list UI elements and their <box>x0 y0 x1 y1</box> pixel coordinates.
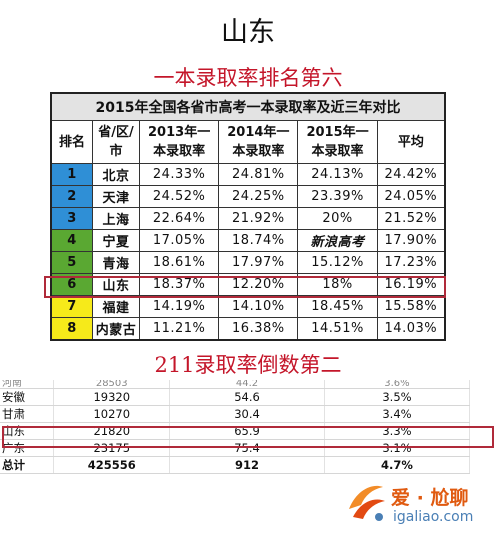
sheet-province-cell: 安徽 <box>0 388 55 406</box>
province-cell: 北京 <box>92 163 140 186</box>
rate-2014-cell: 21.92% <box>218 207 299 230</box>
rate-2015-cell: 20% <box>297 207 378 230</box>
sheet-rate-cell: 3.6% <box>324 380 471 389</box>
table-row: 5 青海 18.61% 17.97% 15.12% 17.23% <box>50 251 446 274</box>
average-cell: 17.90% <box>376 229 446 252</box>
sheet-count-cell: 28503 <box>53 380 171 389</box>
rank-cell: 6 <box>50 273 93 296</box>
table-row: 4 宁夏 17.05% 18.74% 新浪高考 17.90% <box>50 229 446 252</box>
rank-cell: 1 <box>50 163 93 186</box>
rate-2015-cell: 24.13% <box>297 163 378 186</box>
shandong-highlight-box-2 <box>2 426 494 448</box>
rate-2013-cell: 18.61% <box>138 251 220 274</box>
rank-cell: 3 <box>50 207 93 230</box>
rank-cell: 2 <box>50 185 93 208</box>
rate-2014-cell: 24.25% <box>218 185 299 208</box>
province-cell: 福建 <box>92 295 140 318</box>
rank-cell: 4 <box>50 229 93 252</box>
table-row-total: 总计 425556 912 4.7% <box>0 456 471 474</box>
table-row: 广东 23175 75.4 3.1% <box>0 439 471 457</box>
table-row: 河南 28503 44.2 3.6% <box>0 380 471 389</box>
section1-subtitle: 一本录取率排名第六 <box>153 66 343 90</box>
header-2014: 2014年一 本录取率 <box>218 120 299 164</box>
sheet-province-cell: 广东 <box>0 439 55 457</box>
table-row: 6 山东 18.37% 12.20% 18% 16.19% <box>50 273 446 296</box>
table-row: 8 内蒙古 11.21% 16.38% 14.51% 14.03% <box>50 317 446 341</box>
shandong-highlight-box <box>44 276 446 298</box>
rate-2015-cell: 23.39% <box>297 185 378 208</box>
rate-2015-cell: 18.45% <box>297 295 378 318</box>
rate-2014-cell: 16.38% <box>218 317 299 341</box>
rate-2013-cell: 18.37% <box>138 273 220 296</box>
average-cell: 24.05% <box>376 185 446 208</box>
sheet-province-cell: 甘肃 <box>0 405 55 423</box>
sheet-value-cell: 44.2 <box>169 380 325 389</box>
sheet-count-cell: 23175 <box>53 439 171 457</box>
page-title: 山东 <box>221 17 275 48</box>
province-cell: 上海 <box>92 207 140 230</box>
sheet-count-cell: 10270 <box>53 405 171 423</box>
rate-2014-cell: 17.97% <box>218 251 299 274</box>
sheet-value-cell: 912 <box>169 456 325 474</box>
sheet-total-label: 总计 <box>0 456 55 474</box>
province-cell: 内蒙古 <box>92 317 140 341</box>
rank-cell: 8 <box>50 317 93 341</box>
ranking-table-title: 2015年全国各省市高考一本录取率及近三年对比 <box>50 92 446 121</box>
sheet-rate-cell: 4.7% <box>324 456 471 474</box>
sheet-province-cell: 河南 <box>0 380 55 389</box>
rate-2015-cell: 15.12% <box>297 251 378 274</box>
table-row: 3 上海 22.64% 21.92% 20% 21.52% <box>50 207 446 230</box>
table-row: 2 天津 24.52% 24.25% 23.39% 24.05% <box>50 185 446 208</box>
rate-2015-cell: 14.51% <box>297 317 378 341</box>
average-cell: 14.03% <box>376 317 446 341</box>
ranking-table: 2015年全国各省市高考一本录取率及近三年对比 排名 省/区/市 2013年一本… <box>50 92 446 341</box>
rate-2014-cell: 12.20% <box>218 273 299 296</box>
section2-subtitle: 211录取率倒数第二 <box>154 353 342 377</box>
admission-211-sheet: 河南 28503 44.2 3.6% 安徽 19320 54.6 3.5% 甘肃… <box>0 380 471 474</box>
rate-2013-cell: 22.64% <box>138 207 220 230</box>
province-cell: 天津 <box>92 185 140 208</box>
average-cell: 24.42% <box>376 163 446 186</box>
sheet-count-cell: 425556 <box>53 456 171 474</box>
province-cell: 青海 <box>92 251 140 274</box>
header-rank: 排名 <box>50 120 93 164</box>
rate-2014-cell: 24.81% <box>218 163 299 186</box>
average-cell: 17.23% <box>376 251 446 274</box>
rate-2014-cell: 18.74% <box>218 229 299 252</box>
sheet-rate-cell: 3.5% <box>324 388 471 406</box>
table-row: 安徽 19320 54.6 3.5% <box>0 388 471 406</box>
sheet-value-cell: 30.4 <box>169 405 325 423</box>
rate-2013-cell: 17.05% <box>138 229 220 252</box>
rank-cell: 5 <box>50 251 93 274</box>
header-2015: 2015年一 本录取率 <box>297 120 378 164</box>
header-average: 平均 <box>376 120 446 164</box>
province-cell: 宁夏 <box>92 229 140 252</box>
site-watermark: 爱 · 尬聊 igaliao.com <box>343 477 493 537</box>
average-cell: 15.58% <box>376 295 446 318</box>
sheet-value-cell: 54.6 <box>169 388 325 406</box>
rate-2013-cell: 24.33% <box>138 163 220 186</box>
table-row: 1 北京 24.33% 24.81% 24.13% 24.42% <box>50 163 446 186</box>
sheet-count-cell: 19320 <box>53 388 171 406</box>
watermark-name: 爱 · 尬聊 <box>391 487 469 509</box>
sheet-value-cell: 75.4 <box>169 439 325 457</box>
sheet-rate-cell: 3.4% <box>324 405 471 423</box>
header-2013: 2013年一 本录取率 <box>138 120 220 164</box>
rank-cell: 7 <box>50 295 93 318</box>
rate-2015-cell: 18% <box>297 273 378 296</box>
rate-2013-cell: 14.19% <box>138 295 220 318</box>
table-row: 7 福建 14.19% 14.10% 18.45% 15.58% <box>50 295 446 318</box>
average-cell: 21.52% <box>376 207 446 230</box>
sina-gaokao-watermark: 新浪高考 <box>297 229 378 252</box>
rate-2014-cell: 14.10% <box>218 295 299 318</box>
table-row: 甘肃 10270 30.4 3.4% <box>0 405 471 423</box>
flame-logo-icon <box>349 485 385 521</box>
rate-2013-cell: 11.21% <box>138 317 220 341</box>
header-province: 省/区/市 <box>92 120 140 164</box>
rate-2013-cell: 24.52% <box>138 185 220 208</box>
watermark-url: igaliao.com <box>393 509 474 525</box>
sheet-rate-cell: 3.1% <box>324 439 471 457</box>
